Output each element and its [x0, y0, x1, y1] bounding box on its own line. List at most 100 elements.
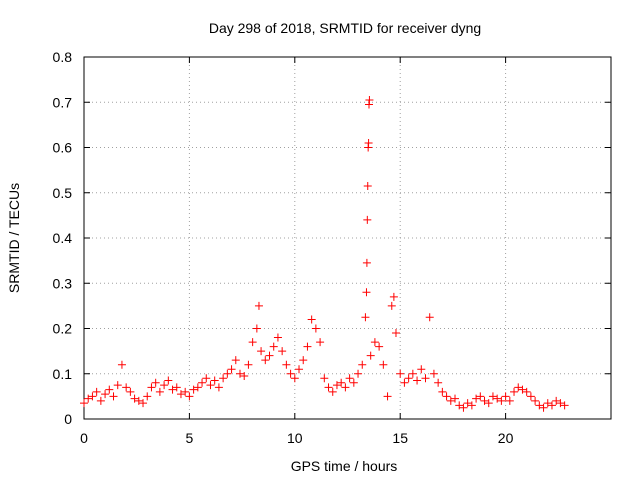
data-point-marker — [425, 313, 434, 322]
data-point-marker — [147, 383, 156, 392]
data-point-marker — [362, 258, 371, 267]
data-point-marker — [206, 381, 215, 390]
data-point-marker — [389, 292, 398, 301]
data-point-marker — [164, 376, 173, 385]
data-point-marker — [160, 381, 169, 390]
data-point-marker — [311, 324, 320, 333]
data-point-marker — [354, 369, 363, 378]
data-point-marker — [505, 396, 514, 405]
data-point-marker — [543, 399, 552, 408]
y-axis-label: SRMTID / TECUs — [6, 183, 22, 293]
data-point-marker — [223, 369, 232, 378]
data-point-marker — [273, 333, 282, 342]
data-point-marker — [510, 387, 519, 396]
data-point-marker — [442, 392, 451, 401]
data-point-marker — [522, 387, 531, 396]
axis-ticks — [83, 56, 611, 420]
chart-title: Day 298 of 2018, SRMTID for receiver dyn… — [209, 20, 481, 36]
data-point-marker — [254, 301, 263, 310]
data-point-marker — [210, 376, 219, 385]
data-point-marker — [105, 385, 114, 394]
data-point-marker — [363, 215, 372, 224]
data-point-marker — [252, 324, 261, 333]
data-point-marker — [365, 95, 374, 104]
y-tick-label: 0.7 — [53, 94, 73, 110]
data-point-marker — [497, 396, 506, 405]
data-point-marker — [358, 360, 367, 369]
x-tick-label: 15 — [392, 430, 408, 446]
data-point-marker — [269, 342, 278, 351]
data-point-marker — [434, 378, 443, 387]
y-tick-label: 0.3 — [53, 275, 73, 291]
y-tick-label: 0.2 — [53, 321, 73, 337]
data-point-marker — [501, 392, 510, 401]
grid-lines — [84, 57, 611, 419]
x-tick-labels: 0 5 10 15 20 — [80, 430, 513, 446]
data-point-marker — [84, 394, 93, 403]
data-point-marker — [364, 138, 373, 147]
data-markers — [80, 95, 569, 412]
data-point-marker — [261, 356, 270, 365]
data-point-marker — [349, 378, 358, 387]
data-point-marker — [122, 383, 131, 392]
data-point-marker — [240, 372, 249, 381]
y-tick-labels: 0 0.1 0.2 0.3 0.4 0.5 0.6 0.7 0.8 — [53, 49, 73, 427]
data-point-marker — [265, 351, 274, 360]
data-point-marker — [366, 351, 375, 360]
data-point-marker — [455, 401, 464, 410]
data-point-marker — [451, 394, 460, 403]
data-point-marker — [535, 401, 544, 410]
data-point-marker — [375, 342, 384, 351]
data-point-marker — [467, 401, 476, 410]
data-point-marker — [387, 301, 396, 310]
data-point-marker — [400, 378, 409, 387]
x-tick-label: 0 — [80, 430, 88, 446]
data-point-marker — [202, 374, 211, 383]
data-point-marker — [379, 360, 388, 369]
data-point-marker — [219, 374, 228, 383]
data-point-marker — [286, 369, 295, 378]
data-point-marker — [396, 369, 405, 378]
data-point-marker — [101, 390, 110, 399]
data-point-marker — [109, 392, 118, 401]
data-point-marker — [560, 401, 569, 410]
data-point-marker — [476, 392, 485, 401]
data-point-marker — [328, 387, 337, 396]
data-point-marker — [484, 399, 493, 408]
data-point-marker — [421, 374, 430, 383]
data-point-marker — [493, 394, 502, 403]
data-point-marker — [155, 387, 164, 396]
data-point-marker — [514, 383, 523, 392]
data-point-marker — [214, 383, 223, 392]
data-point-marker — [408, 369, 417, 378]
data-point-marker — [231, 356, 240, 365]
data-point-marker — [446, 396, 455, 405]
data-point-marker — [337, 378, 346, 387]
data-point-marker — [88, 392, 97, 401]
x-tick-label: 5 — [186, 430, 194, 446]
data-point-marker — [278, 347, 287, 356]
data-point-marker — [139, 399, 148, 408]
data-point-marker — [92, 387, 101, 396]
data-point-marker — [547, 401, 556, 410]
data-point-marker — [168, 385, 177, 394]
y-tick-label: 0.8 — [53, 49, 73, 65]
data-point-marker — [324, 383, 333, 392]
y-tick-label: 0.6 — [53, 140, 73, 156]
data-point-marker — [429, 369, 438, 378]
data-point-marker — [556, 399, 565, 408]
data-point-marker — [290, 374, 299, 383]
data-point-marker — [130, 394, 139, 403]
data-point-marker — [463, 399, 472, 408]
data-point-marker — [176, 390, 185, 399]
data-point-marker — [189, 385, 198, 394]
data-point-marker — [235, 369, 244, 378]
y-tick-label: 0 — [64, 411, 72, 427]
data-point-marker — [404, 374, 413, 383]
data-point-marker — [185, 392, 194, 401]
data-point-marker — [518, 385, 527, 394]
data-point-marker — [539, 403, 548, 412]
data-point-marker — [320, 374, 329, 383]
data-point-marker — [172, 383, 181, 392]
x-axis-label: GPS time / hours — [291, 458, 398, 474]
